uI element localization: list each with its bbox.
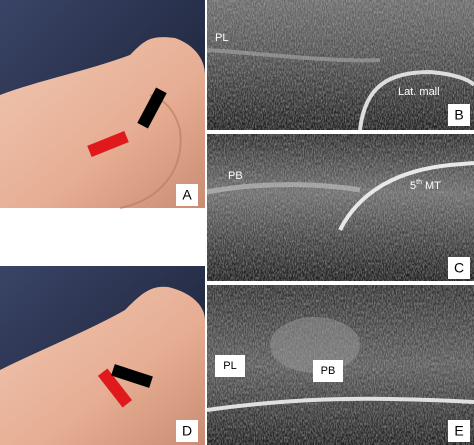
panel-letter: D	[182, 423, 192, 439]
mt-number: 5	[410, 180, 416, 192]
ultrasound-c: PB 5th MT C	[206, 134, 474, 281]
us-label: Lat. mall	[398, 86, 440, 98]
panel-letter: B	[454, 107, 463, 123]
panel-letter: A	[182, 187, 192, 203]
panel-letter: C	[454, 260, 464, 276]
us-label: PB	[228, 170, 243, 182]
us-label: PB	[321, 365, 336, 377]
mt-superscript: th	[416, 179, 422, 186]
photo-a: A	[0, 0, 205, 209]
us-label: 5th MT	[410, 179, 441, 192]
ultrasound-b: PL Lat. mall B	[206, 0, 474, 131]
us-label: PL	[215, 32, 228, 44]
mt-text: MT	[425, 180, 441, 192]
photo-d: D	[0, 266, 205, 445]
panel-letter: E	[454, 423, 463, 439]
ultrasound-e: PL PB E	[206, 285, 474, 445]
us-label: PL	[223, 360, 236, 372]
